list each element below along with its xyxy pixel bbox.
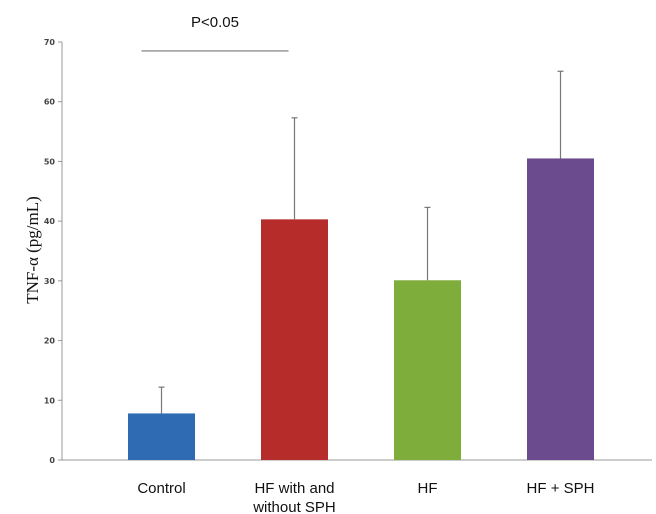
x-category-label-line: Control xyxy=(137,480,185,497)
y-tick-label: 70 xyxy=(44,38,56,47)
y-axis-title: TNF-α (pg/mL) xyxy=(23,196,42,304)
y-tick-label: 20 xyxy=(44,337,56,346)
y-tick-label: 60 xyxy=(44,98,56,107)
y-tick-label: 10 xyxy=(44,396,56,405)
y-tick-label: 30 xyxy=(44,277,56,286)
x-category-label: HF xyxy=(418,480,438,497)
y-tick-label: 40 xyxy=(44,217,56,226)
bar xyxy=(261,219,328,460)
y-tick-label: 0 xyxy=(49,456,55,465)
x-category-label-line: HF + SPH xyxy=(527,480,595,497)
x-category-label: HF with and without SPH xyxy=(252,480,336,514)
bar xyxy=(394,280,461,460)
bar xyxy=(527,158,594,460)
x-category-label-line: HF with and xyxy=(254,480,334,497)
x-category-label-line: HF xyxy=(418,480,438,497)
x-category-label: HF + SPH xyxy=(527,480,595,497)
bar xyxy=(128,413,195,460)
y-tick-label: 50 xyxy=(44,157,56,166)
x-category-label-line: without SPH xyxy=(252,499,336,514)
x-category-label: Control xyxy=(137,480,185,497)
significance-label: P<0.05 xyxy=(191,14,239,31)
